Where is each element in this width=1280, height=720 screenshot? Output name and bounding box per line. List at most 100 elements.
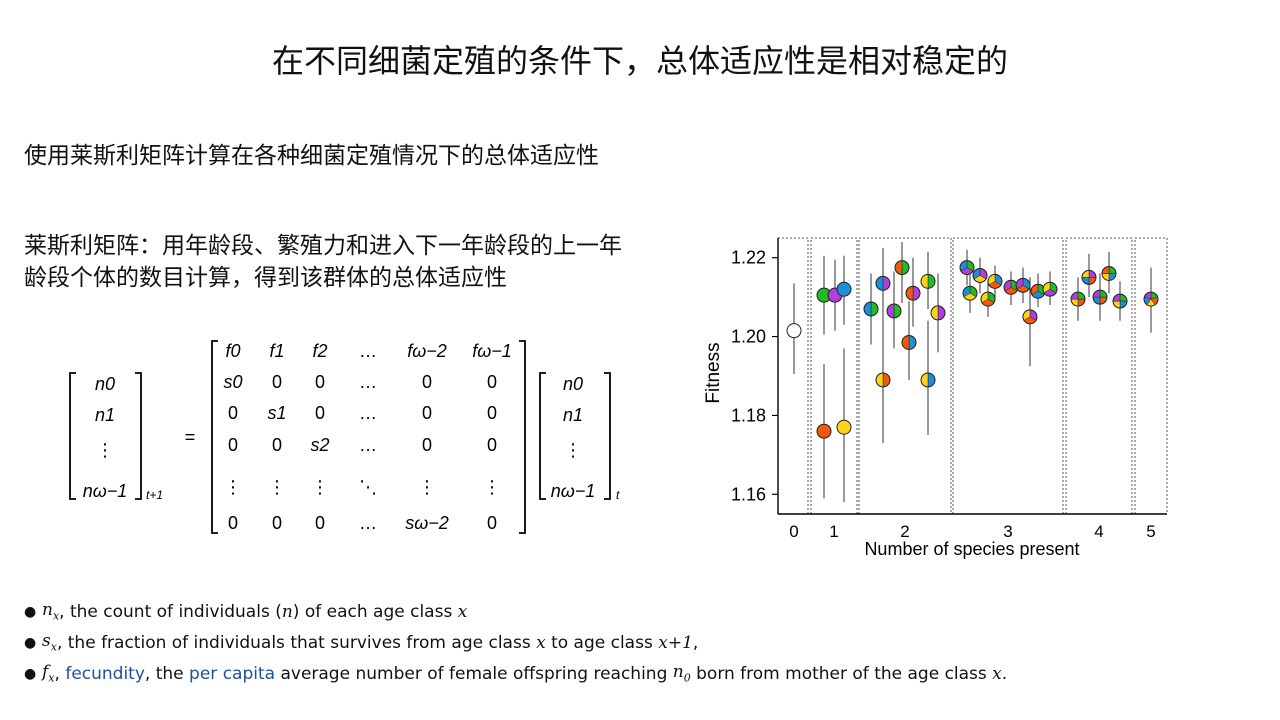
matrix-bracket-left	[211, 340, 218, 534]
matrix-entry: f1	[269, 341, 284, 361]
definition-sx: ● sx , the fraction of individuals that …	[24, 627, 1007, 658]
matrix-entry: 0	[487, 403, 497, 423]
lhs-subscript: t+1	[146, 488, 163, 502]
matrix-entry: 0	[272, 372, 282, 392]
pie-wedge	[875, 372, 884, 388]
lhs-bracket-right	[135, 372, 142, 500]
per-capita-link[interactable]: per capita	[189, 663, 276, 684]
point-outline	[1143, 291, 1159, 307]
definition-nx: ● nx , the count of individuals (n) of e…	[24, 596, 1007, 627]
point-outline	[1092, 289, 1108, 305]
x-tick-label: 5	[1146, 522, 1155, 541]
matrix-entry: 0	[315, 372, 325, 392]
matrix-entry: 0	[422, 435, 432, 455]
pie-wedge	[901, 335, 910, 350]
point-outline	[1070, 291, 1086, 307]
rhs-subscript: t	[616, 488, 620, 502]
fecundity-link[interactable]: fecundity	[65, 663, 145, 684]
definition-fx-sep: ,	[54, 663, 66, 684]
rhs-vector-entry: n0	[563, 374, 583, 394]
data-point	[1070, 291, 1086, 307]
pie-wedge	[920, 274, 929, 289]
rhs-vector-entry: nω−1	[551, 481, 596, 501]
definition-fx-text: average number of female offspring reach…	[275, 663, 673, 684]
matrix-entry: 0	[228, 403, 238, 423]
pie-wedge	[937, 305, 946, 321]
y-tick-label: 1.16	[731, 484, 766, 504]
pie-wedge	[882, 276, 891, 291]
matrix-entry: ⋮	[224, 477, 242, 497]
definition-fx-tail: .	[1001, 663, 1008, 684]
matrix-entry: sω−2	[405, 513, 449, 533]
rhs-vector-entry: n1	[563, 405, 583, 425]
data-point	[863, 301, 879, 317]
rhs-bracket-right	[604, 372, 611, 500]
matrix-entry: …	[359, 435, 377, 455]
definition-sx-text2: to age class	[545, 632, 659, 653]
symbol-x: x	[536, 632, 546, 653]
data-point	[905, 285, 921, 301]
group-box	[810, 237, 858, 515]
pie-wedge	[870, 301, 879, 317]
pie-wedge	[905, 285, 914, 301]
matrix-entry: 0	[315, 403, 325, 423]
point-outline	[905, 285, 921, 301]
symbol-fx: fx	[42, 662, 55, 685]
data-point	[894, 260, 910, 276]
data-point	[962, 285, 978, 301]
data-point	[1101, 265, 1117, 281]
matrix-entry: 0	[487, 513, 497, 533]
data-point	[1092, 289, 1108, 305]
data-point	[875, 372, 891, 388]
matrix-entry: …	[359, 341, 377, 361]
data-point	[886, 303, 902, 319]
symbol-x: x	[457, 601, 468, 622]
lhs-vector-entry: nω−1	[83, 481, 128, 501]
pie-wedge	[927, 372, 936, 388]
y-tick-label: 1.20	[731, 327, 766, 347]
matrix-entry: …	[359, 513, 377, 533]
y-tick-label: 1.18	[731, 405, 766, 425]
matrix-entry: ⋮	[268, 477, 286, 497]
matrix-entry: 0	[272, 513, 282, 533]
symbol-nx: nx	[42, 600, 60, 623]
matrix-entry: 0	[487, 435, 497, 455]
pie-wedge	[927, 274, 936, 289]
point-outline	[901, 334, 917, 350]
slide-title: 在不同细菌定殖的条件下，总体适应性是相对稳定的	[271, 42, 1008, 80]
pie-wedge	[912, 285, 921, 301]
definition-list: ● nx , the count of individuals (n) of e…	[24, 596, 1007, 689]
matrix-entry: f2	[312, 341, 327, 361]
symbol-x: x	[992, 663, 1002, 684]
matrix-entry: 0	[487, 372, 497, 392]
matrix-entry: …	[359, 372, 377, 392]
pie-wedge	[920, 372, 929, 388]
rhs-bracket-left	[539, 372, 546, 500]
lhs-vector-entry: n1	[95, 405, 115, 425]
leslie-equation: n0 n1 ⋮ nω−1 t+1 = f0 f1 f2 … fω−2 fω−1 s0 0 0 … 0 0 0 s1 0 ……	[69, 340, 620, 534]
data-point	[786, 323, 802, 339]
matrix-entry: ⋮	[311, 477, 329, 497]
pie-wedge	[901, 260, 910, 275]
matrix-bracket-right	[519, 340, 526, 534]
data-point	[816, 423, 832, 439]
data-point	[987, 273, 1003, 289]
point-outline	[863, 301, 879, 317]
pie-wedge	[863, 301, 872, 317]
data-point	[836, 281, 852, 297]
data-point	[980, 291, 996, 307]
matrix-entry: s1	[267, 403, 286, 423]
pie-wedge	[882, 372, 891, 388]
matrix-entry: fω−1	[472, 341, 512, 361]
equals-sign: =	[185, 427, 196, 447]
matrix-entry: …	[359, 403, 377, 423]
symbol-n0: n0	[672, 662, 691, 685]
point-outline	[962, 285, 978, 301]
x-axis-label: Number of species present	[864, 539, 1079, 559]
pie-wedge	[930, 305, 939, 321]
lhs-vector-entry: ⋮	[96, 440, 114, 460]
point-outline	[875, 275, 891, 291]
pie-wedge	[908, 335, 917, 350]
point-outline	[972, 267, 988, 283]
point-outline	[987, 273, 1003, 289]
